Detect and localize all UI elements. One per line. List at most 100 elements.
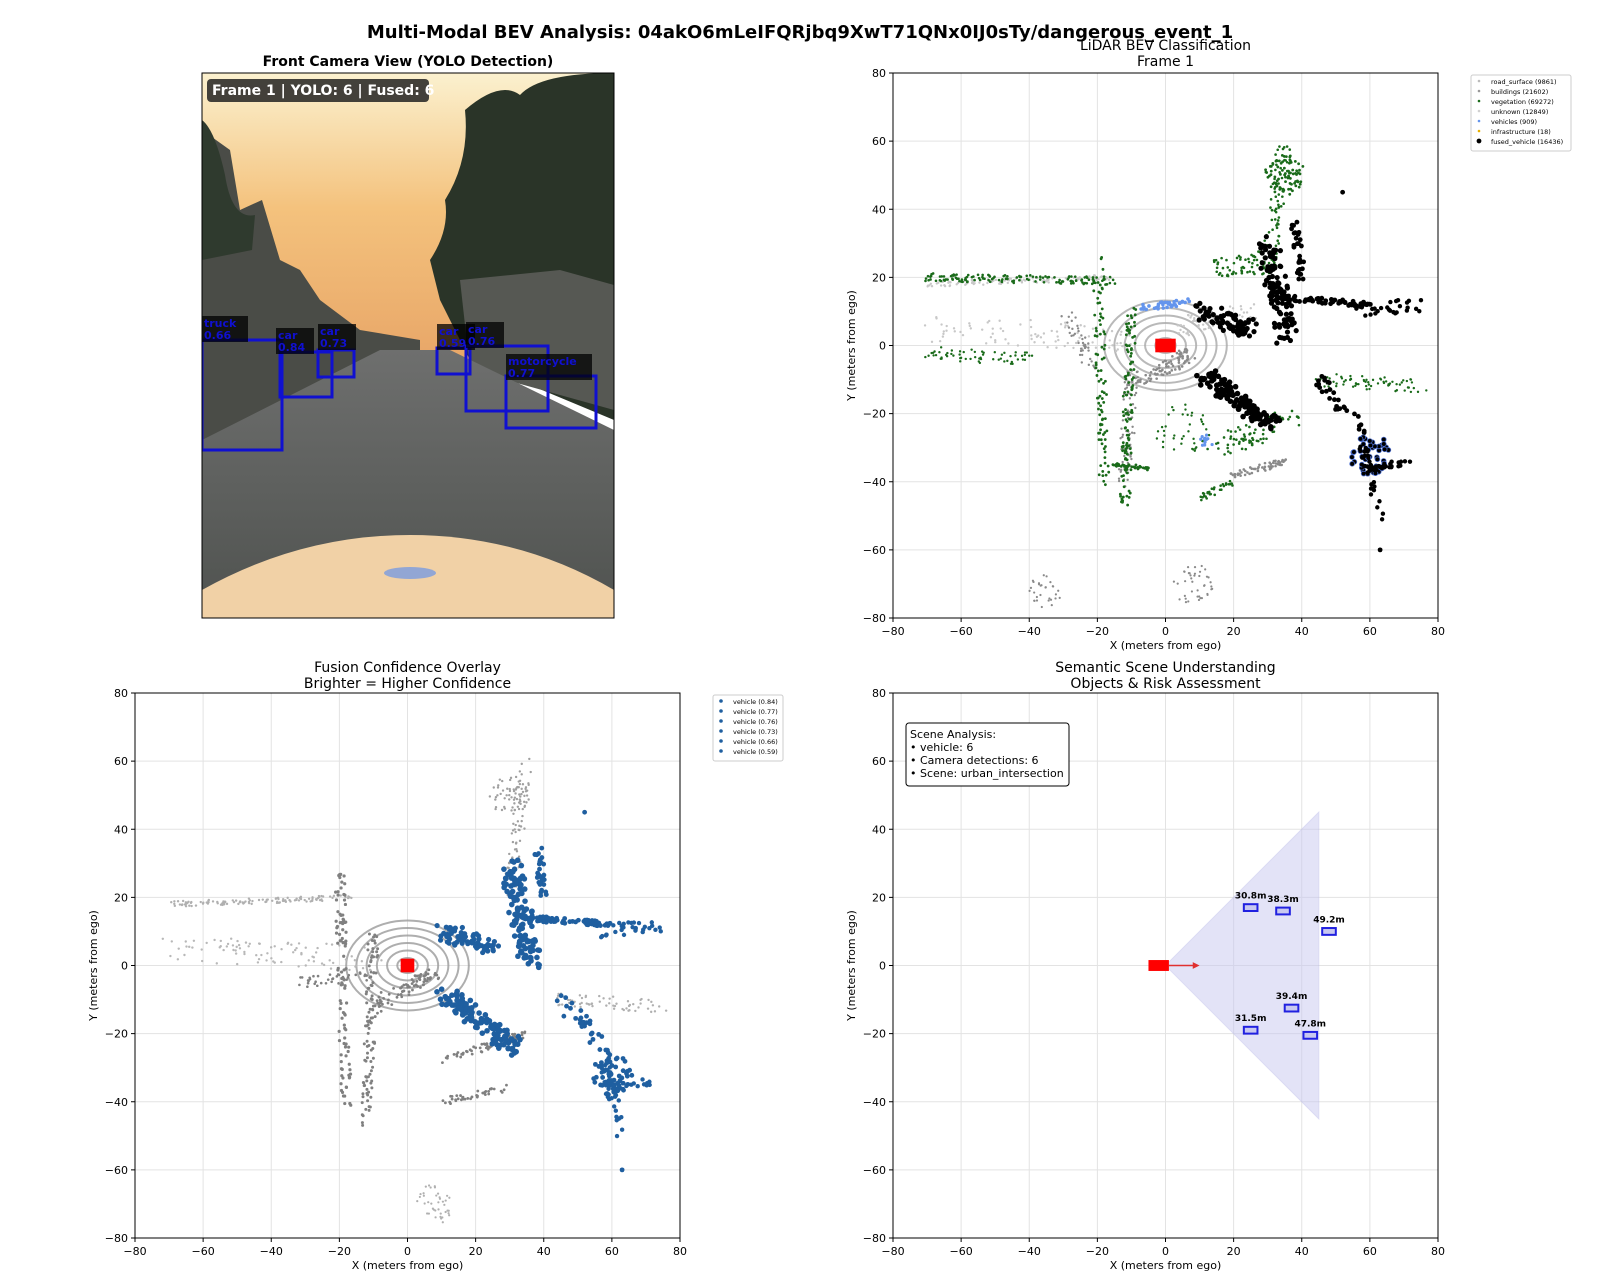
gray-point bbox=[205, 941, 208, 945]
vegetation-point bbox=[1121, 463, 1125, 467]
unknown-point bbox=[1240, 308, 1243, 311]
building-point bbox=[1242, 468, 1246, 471]
gray-point bbox=[328, 959, 331, 962]
gray-point bbox=[366, 948, 370, 952]
unknown-point bbox=[1059, 322, 1063, 326]
fusion-point bbox=[518, 887, 525, 893]
vegetation-point bbox=[1282, 202, 1285, 206]
fused-vehicle-point bbox=[1375, 309, 1380, 314]
vegetation-point bbox=[1126, 503, 1130, 507]
unknown-point bbox=[1035, 335, 1039, 338]
vegetation-point bbox=[927, 278, 930, 282]
building-point bbox=[1236, 473, 1240, 477]
gray-point bbox=[274, 897, 278, 900]
building-point bbox=[1073, 332, 1077, 335]
fusion-point bbox=[584, 1013, 589, 1019]
vegetation-point bbox=[1232, 270, 1235, 274]
gray-point bbox=[478, 1046, 482, 1050]
gray-point bbox=[334, 919, 338, 923]
gray-point bbox=[361, 966, 365, 970]
building-point bbox=[1170, 362, 1173, 366]
unknown-point bbox=[999, 327, 1002, 330]
fusion-point bbox=[505, 871, 511, 877]
gray-point bbox=[339, 970, 344, 974]
gray-point bbox=[337, 1029, 341, 1033]
fused-vehicle-point bbox=[1258, 265, 1264, 271]
gray-point bbox=[313, 982, 316, 986]
x-tick-label: −40 bbox=[1018, 1245, 1041, 1258]
building-point bbox=[1243, 473, 1247, 477]
fusion-point bbox=[482, 1012, 489, 1018]
fused-vehicle-point bbox=[1238, 331, 1245, 337]
gray-point bbox=[314, 898, 318, 901]
vegetation-point bbox=[1275, 224, 1278, 227]
vegetation-point bbox=[1354, 384, 1357, 387]
building-point bbox=[1269, 462, 1273, 466]
vegetation-point bbox=[1222, 484, 1226, 488]
fused-vehicle-point bbox=[1299, 266, 1305, 272]
vegetation-point bbox=[1193, 449, 1197, 452]
gray-point bbox=[306, 985, 309, 989]
unknown-point bbox=[1193, 317, 1196, 320]
vegetation-point bbox=[1102, 400, 1106, 404]
vegetation-point bbox=[1285, 160, 1289, 164]
gray-point bbox=[430, 1202, 433, 1205]
gray-point bbox=[367, 986, 371, 990]
building-point bbox=[1181, 356, 1184, 360]
vegetation-point bbox=[1057, 280, 1061, 284]
vegetation-point bbox=[1121, 479, 1125, 483]
unknown-point bbox=[1029, 325, 1033, 329]
unknown-point bbox=[1007, 342, 1010, 345]
fusion-point bbox=[543, 889, 549, 895]
gray-point bbox=[499, 792, 502, 796]
vegetation-point bbox=[1277, 206, 1280, 209]
gray-point bbox=[514, 830, 517, 834]
vegetation-point bbox=[1288, 155, 1292, 159]
y-tick-label: −60 bbox=[863, 1164, 886, 1177]
gray-point bbox=[407, 993, 411, 996]
vegetation-point bbox=[1133, 334, 1137, 338]
legend-marker bbox=[1476, 138, 1482, 144]
vegetation-point bbox=[1297, 423, 1301, 427]
vegetation-point bbox=[1240, 266, 1243, 270]
gray-point bbox=[342, 918, 346, 922]
vegetation-point bbox=[1262, 266, 1266, 270]
fusion-point bbox=[505, 1045, 512, 1051]
gray-point bbox=[500, 808, 504, 812]
building-point bbox=[1257, 465, 1260, 469]
building-point bbox=[1076, 324, 1079, 328]
vegetation-point bbox=[1134, 463, 1138, 467]
fusion-point bbox=[521, 955, 528, 961]
gray-point bbox=[281, 897, 285, 901]
unknown-point bbox=[1030, 334, 1033, 337]
vegetation-point bbox=[1368, 387, 1371, 391]
gray-point bbox=[273, 945, 276, 948]
gray-point bbox=[494, 798, 497, 801]
fused-vehicle-point bbox=[1246, 317, 1252, 323]
gray-point bbox=[446, 1054, 450, 1058]
building-point bbox=[1164, 363, 1168, 366]
fusion-point bbox=[602, 1079, 607, 1085]
gray-point bbox=[314, 951, 318, 954]
y-tick-label: 40 bbox=[114, 823, 128, 836]
fused-vehicle-point bbox=[1232, 383, 1239, 390]
unknown-point bbox=[1186, 330, 1190, 333]
gray-point bbox=[319, 981, 323, 985]
fused-vehicle-point bbox=[1196, 317, 1202, 323]
vegetation-point bbox=[1038, 278, 1042, 281]
gray-point bbox=[339, 913, 343, 918]
fusion-point bbox=[466, 1008, 473, 1015]
fusion-point bbox=[467, 997, 474, 1004]
fused-vehicle-point bbox=[1377, 499, 1382, 504]
fused-vehicle-point bbox=[1358, 444, 1363, 449]
gray-point bbox=[502, 1088, 506, 1092]
y-axis-label: Y (meters from ego) bbox=[845, 910, 858, 1022]
fused-vehicle-point bbox=[1197, 300, 1203, 306]
gray-point bbox=[525, 801, 528, 804]
fusion-point bbox=[518, 862, 525, 869]
gray-point bbox=[368, 1072, 372, 1076]
vegetation-point bbox=[1184, 408, 1187, 411]
fused-vehicle-point bbox=[1207, 383, 1213, 390]
vegetation-point bbox=[1081, 281, 1084, 284]
